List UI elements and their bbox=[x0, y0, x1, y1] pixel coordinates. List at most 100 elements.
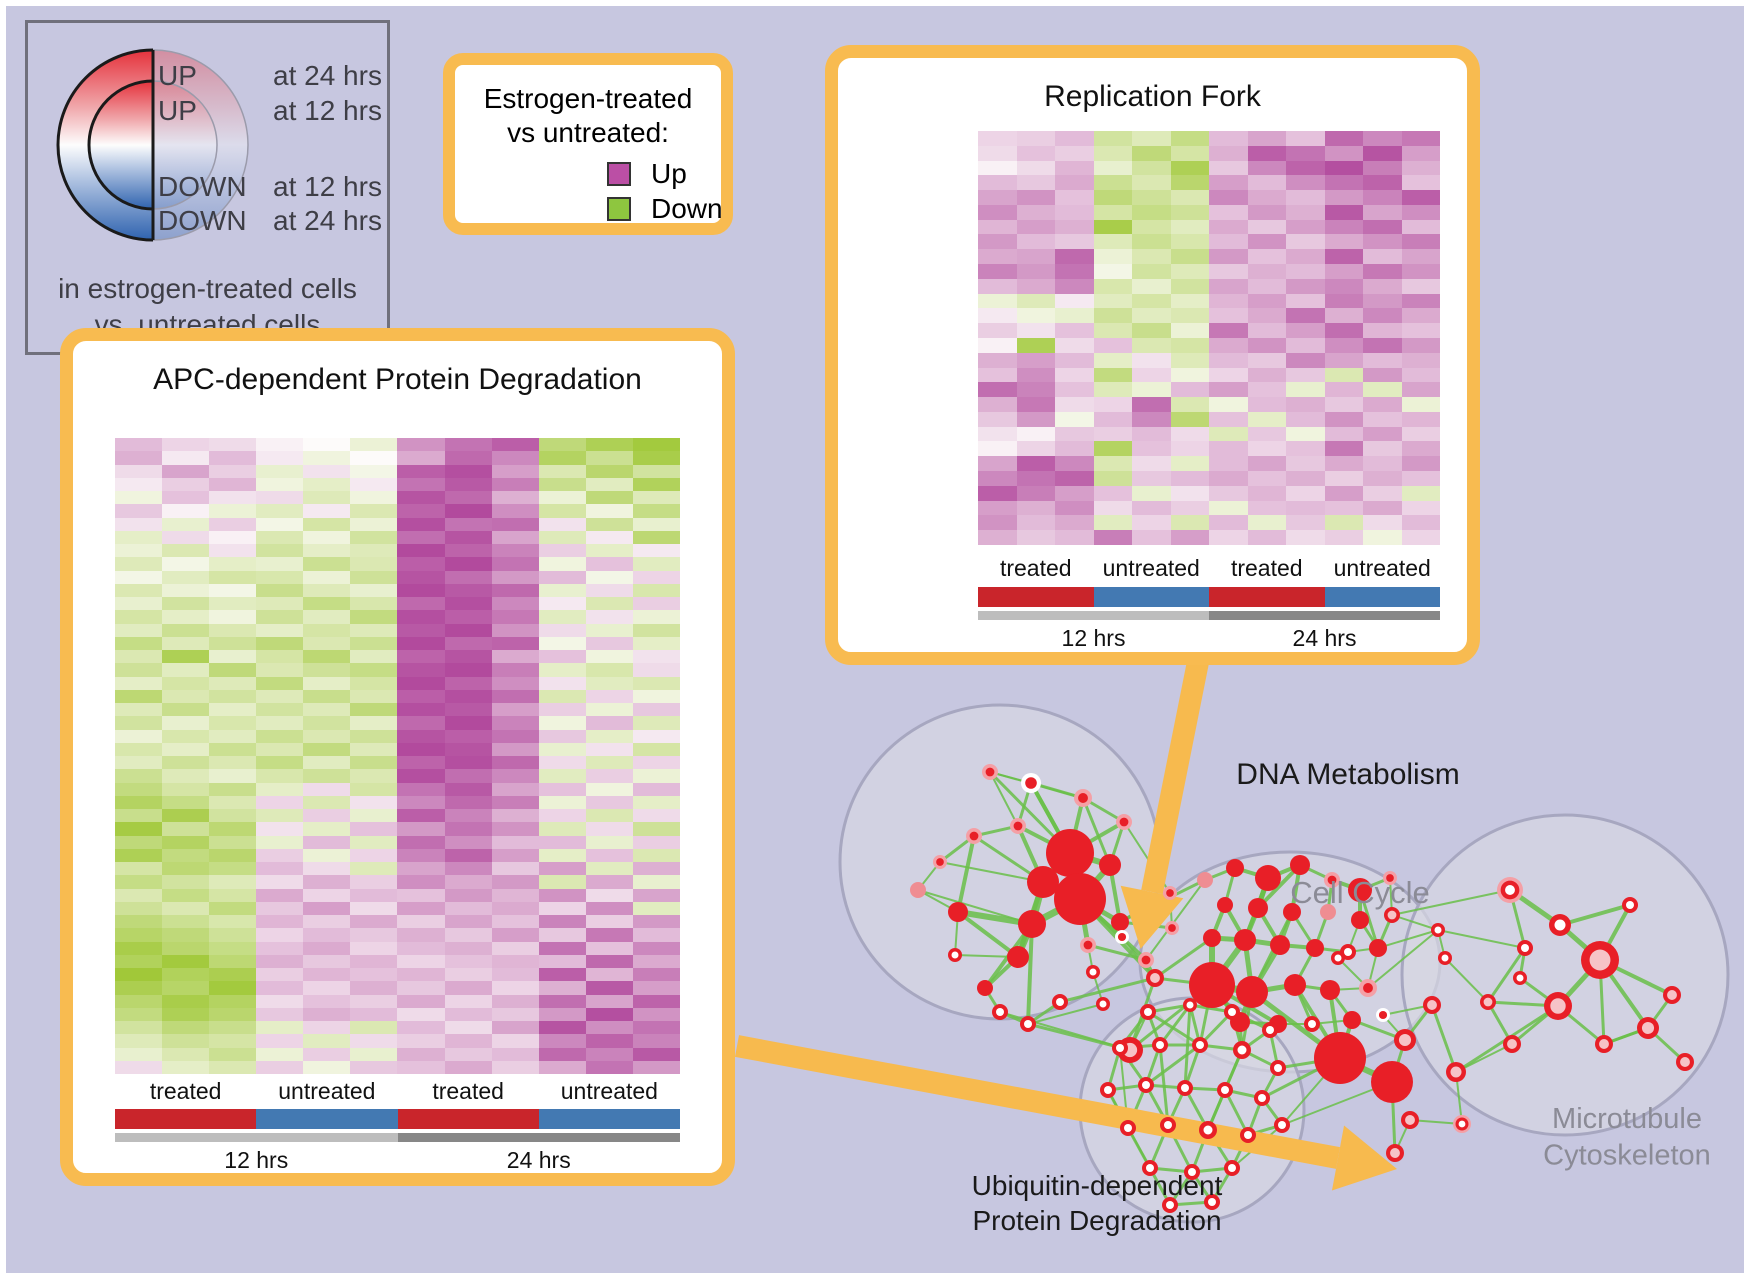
color-swatch bbox=[607, 162, 631, 186]
network-node bbox=[1626, 901, 1634, 909]
condition-color-bar bbox=[256, 1109, 398, 1129]
condition-label-seg: treated bbox=[1209, 553, 1325, 583]
heatmap-cell bbox=[303, 901, 351, 915]
network-edge bbox=[1437, 929, 1526, 949]
heatmap-cell bbox=[978, 367, 1017, 383]
heatmap-cell bbox=[1324, 293, 1363, 309]
heatmap-cell bbox=[1016, 293, 1055, 309]
network-node bbox=[1217, 897, 1233, 913]
heatmap-cell bbox=[115, 438, 163, 452]
heatmap-cell bbox=[632, 610, 680, 624]
heatmap-cell bbox=[538, 650, 586, 664]
heatmap-cell bbox=[1055, 382, 1094, 398]
legend-dir-down-12: DOWN bbox=[158, 171, 247, 202]
heatmap-cell bbox=[1093, 190, 1132, 205]
heatmap-cell bbox=[1286, 175, 1325, 191]
heatmap-cell bbox=[1016, 160, 1055, 176]
heatmap-cell bbox=[978, 530, 1017, 545]
network-node bbox=[985, 767, 995, 777]
heatmap-cell bbox=[1170, 500, 1209, 516]
heatmap-cell bbox=[1247, 278, 1286, 294]
heatmap-cell bbox=[491, 1021, 539, 1035]
color-key-box: Estrogen-treated vs untreated: Up Down bbox=[443, 53, 733, 235]
heatmap-cell bbox=[162, 636, 210, 650]
heatmap-cell bbox=[491, 504, 539, 518]
heatmap-cell bbox=[350, 636, 398, 650]
heatmap-cell bbox=[162, 689, 210, 703]
heatmap-cell bbox=[1209, 337, 1248, 353]
heatmap-cell bbox=[1286, 278, 1325, 294]
heatmap-cell bbox=[1324, 249, 1363, 265]
heatmap-cell bbox=[397, 636, 445, 650]
heatmap-cell bbox=[115, 862, 163, 876]
network-node bbox=[1308, 1020, 1316, 1028]
network-node bbox=[1386, 874, 1394, 882]
heatmap-cell bbox=[491, 901, 539, 915]
heatmap-cell bbox=[209, 491, 257, 505]
heatmap-cell bbox=[350, 663, 398, 677]
heatmap-cell bbox=[209, 597, 257, 611]
heatmap-cell bbox=[491, 716, 539, 730]
network-edge bbox=[917, 889, 1033, 925]
heatmap-cell bbox=[115, 981, 163, 995]
heatmap-cell bbox=[350, 583, 398, 597]
network-node bbox=[1348, 878, 1372, 902]
network-node bbox=[1144, 1008, 1152, 1016]
heatmap-cell bbox=[1286, 382, 1325, 398]
heatmap-cell bbox=[1286, 397, 1325, 412]
heatmap-cell bbox=[256, 1060, 304, 1074]
heatmap-cell bbox=[256, 1007, 304, 1021]
heatmap-cell bbox=[350, 703, 398, 717]
heatmap-cell bbox=[350, 1047, 398, 1061]
heatmap-cell bbox=[632, 530, 680, 544]
heatmap-cell bbox=[162, 597, 210, 611]
heatmap-cell bbox=[115, 941, 163, 955]
heatmap-cell bbox=[350, 676, 398, 690]
network-node bbox=[1104, 1086, 1112, 1094]
heatmap-cell bbox=[1016, 308, 1055, 324]
heatmap-cell bbox=[585, 795, 633, 809]
network-edge bbox=[989, 771, 1019, 827]
heatmap-cell bbox=[1363, 411, 1402, 427]
time-label-seg: 12 hrs bbox=[115, 1146, 398, 1174]
heatmap-cell bbox=[444, 769, 492, 783]
heatmap-cell bbox=[538, 570, 586, 584]
heatmap-cell bbox=[444, 663, 492, 677]
heatmap-cell bbox=[1247, 337, 1286, 353]
heatmap-cell bbox=[491, 1007, 539, 1021]
heatmap-cell bbox=[162, 1060, 210, 1074]
heatmap-cell bbox=[444, 981, 492, 995]
heatmap-cell bbox=[491, 888, 539, 902]
heatmap-cell bbox=[115, 1021, 163, 1035]
saturated-left-half bbox=[56, 48, 153, 242]
heatmap-cell bbox=[1055, 352, 1094, 368]
heatmap-cell bbox=[303, 530, 351, 544]
heatmap-cell bbox=[585, 703, 633, 717]
heatmap-cell bbox=[1016, 145, 1055, 161]
heatmap-cell bbox=[1170, 530, 1209, 545]
heatmap-cell bbox=[1286, 131, 1325, 146]
heatmap-cell bbox=[162, 941, 210, 955]
heatmap-cell bbox=[256, 875, 304, 889]
heatmap-cell bbox=[1286, 485, 1325, 501]
heatmap-cell bbox=[1324, 337, 1363, 353]
network-node bbox=[1027, 866, 1059, 898]
legend-dir-down-24: DOWN bbox=[158, 205, 247, 236]
heatmap-cell bbox=[115, 689, 163, 703]
time-label: 24 hrs bbox=[1292, 624, 1357, 651]
heatmap-cell bbox=[585, 729, 633, 743]
heatmap-cell bbox=[209, 1007, 257, 1021]
heatmap-cell bbox=[1324, 160, 1363, 176]
heatmap-cell bbox=[1132, 397, 1171, 412]
heatmap-cell bbox=[162, 968, 210, 982]
heatmap-cell bbox=[1247, 323, 1286, 338]
heatmap-cell bbox=[632, 689, 680, 703]
network-node bbox=[1344, 948, 1352, 956]
heatmap-cell bbox=[209, 862, 257, 876]
heatmap-cell bbox=[1363, 397, 1402, 412]
heatmap-cell bbox=[303, 1007, 351, 1021]
heatmap-cell bbox=[115, 504, 163, 518]
heatmap-cell bbox=[209, 928, 257, 942]
heatmap-cell bbox=[256, 491, 304, 505]
